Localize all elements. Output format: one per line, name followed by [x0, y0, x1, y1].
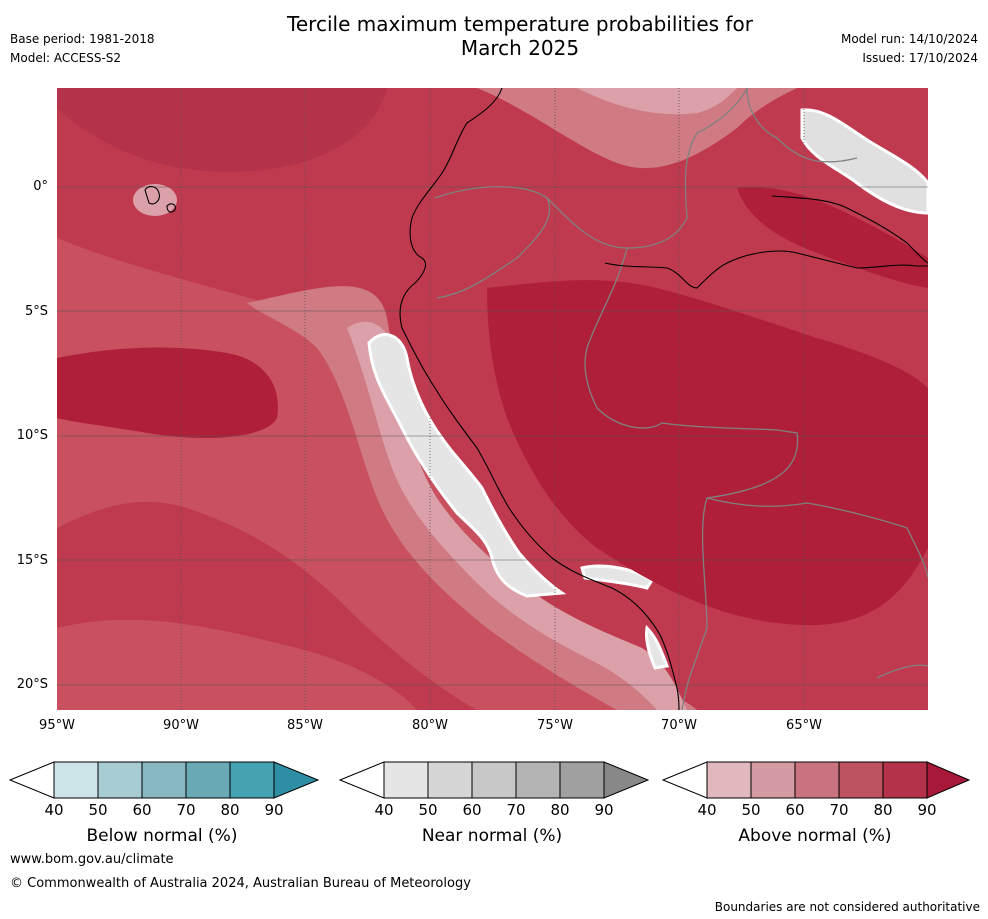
colorbar-below-swatch-2 [142, 762, 186, 798]
colorbar-above-swatch-4 [883, 762, 927, 798]
model-name-text: Model: ACCESS-S2 [10, 51, 122, 65]
ocean-zone-south [57, 619, 417, 710]
base-period-text: Base period: 1981-2018 [10, 32, 155, 46]
tick-label: 40 [697, 801, 717, 819]
colorbar-above-swatch-1 [751, 762, 795, 798]
colorbar-above-title: Above normal (%) [738, 826, 892, 846]
tick-label: 80 [873, 801, 893, 819]
lon-label-65w: 65°W [786, 718, 822, 733]
copyright-text: © Commonwealth of Australia 2024, Austra… [10, 876, 471, 891]
tick-label: 70 [506, 801, 526, 819]
tick-label: 60 [132, 801, 152, 819]
amazon-zone-above-80 [737, 187, 928, 288]
colorbar-below-swatch-3 [186, 762, 230, 798]
lon-label-80w: 80°W [412, 718, 448, 733]
near-normal-region-south [645, 624, 670, 670]
tick-label: 40 [374, 801, 394, 819]
colorbar-near-title: Near normal (%) [421, 826, 563, 846]
colorbar-below-title: Below normal (%) [86, 826, 238, 846]
tick-label: 90 [594, 801, 614, 819]
lat-label-20s: 20°S [16, 677, 48, 692]
colorbar-above-normal [661, 761, 971, 799]
colorbar-near-swatch-4 [560, 762, 604, 798]
tick-label: 50 [418, 801, 438, 819]
model-run-text: Model run: 14/10/2024 [840, 32, 978, 46]
tick-label: 40 [44, 801, 64, 819]
colorbar-near-swatch-1 [428, 762, 472, 798]
colorbar-above-swatch-0 [707, 762, 751, 798]
boundaries-disclaimer: Boundaries are not considered authoritat… [714, 900, 980, 914]
tick-label: 90 [917, 801, 937, 819]
lon-label-90w: 90°W [163, 718, 199, 733]
tick-label: 50 [741, 801, 761, 819]
colorbar-above-swatch-3 [839, 762, 883, 798]
colorbar-above-min-arrow [661, 761, 708, 799]
tick-label: 90 [264, 801, 284, 819]
lat-label-15s: 15°S [16, 553, 48, 568]
colorbar-above-max-arrow [926, 761, 971, 799]
lon-label-95w: 95°W [39, 718, 75, 733]
tick-label: 50 [88, 801, 108, 819]
galapagos-zone [133, 184, 177, 216]
tick-label: 60 [462, 801, 482, 819]
near-normal-region-andes [580, 564, 655, 590]
issued-date-text: Issued: 17/10/2024 [862, 51, 978, 65]
coastal-zone-50-60 [247, 286, 697, 710]
colorbar-near-swatch-0 [384, 762, 428, 798]
upper-zone-50-60 [477, 88, 797, 169]
colorbar-below-swatch-1 [98, 762, 142, 798]
north-ocean-zone-70-80 [57, 88, 387, 172]
lon-label-75w: 75°W [537, 718, 573, 733]
tick-label: 70 [829, 801, 849, 819]
lon-label-85w: 85°W [287, 718, 323, 733]
colorbar-below-swatch-0 [54, 762, 98, 798]
lat-label-0: 0° [33, 179, 48, 194]
tick-label: 80 [550, 801, 570, 819]
colorbar-below-normal [8, 761, 320, 799]
website-link[interactable]: www.bom.gov.au/climate [10, 852, 174, 867]
colorbar-below-min-arrow [8, 761, 55, 799]
colorbar-below-max-arrow [273, 761, 320, 799]
colorbar-above-swatch-2 [795, 762, 839, 798]
lon-label-70w: 70°W [661, 718, 697, 733]
probability-map [57, 88, 928, 710]
map-title-line2: March 2025 [460, 36, 580, 60]
tick-label: 80 [220, 801, 240, 819]
ocean-zone-above-80 [57, 347, 278, 438]
coastline [144, 88, 928, 710]
colorbar-near-max-arrow [603, 761, 650, 799]
country-borders [434, 88, 928, 710]
tick-label: 70 [176, 801, 196, 819]
upper-zone-40-50 [577, 88, 737, 115]
tick-label: 60 [785, 801, 805, 819]
colorbar-near-swatch-3 [516, 762, 560, 798]
lat-label-5s: 5°S [24, 304, 48, 319]
map-title-line1: Tercile maximum temperature probabilitie… [287, 12, 753, 36]
map-title: Tercile maximum temperature probabilitie… [0, 12, 988, 60]
colorbar-near-normal [338, 761, 650, 799]
colorbar-near-swatch-2 [472, 762, 516, 798]
colorbar-below-swatch-4 [230, 762, 274, 798]
colorbar-near-min-arrow [338, 761, 385, 799]
near-normal-region-peru [367, 333, 567, 598]
lat-label-10s: 10°S [16, 428, 48, 443]
inland-zone-above-80 [487, 280, 928, 626]
